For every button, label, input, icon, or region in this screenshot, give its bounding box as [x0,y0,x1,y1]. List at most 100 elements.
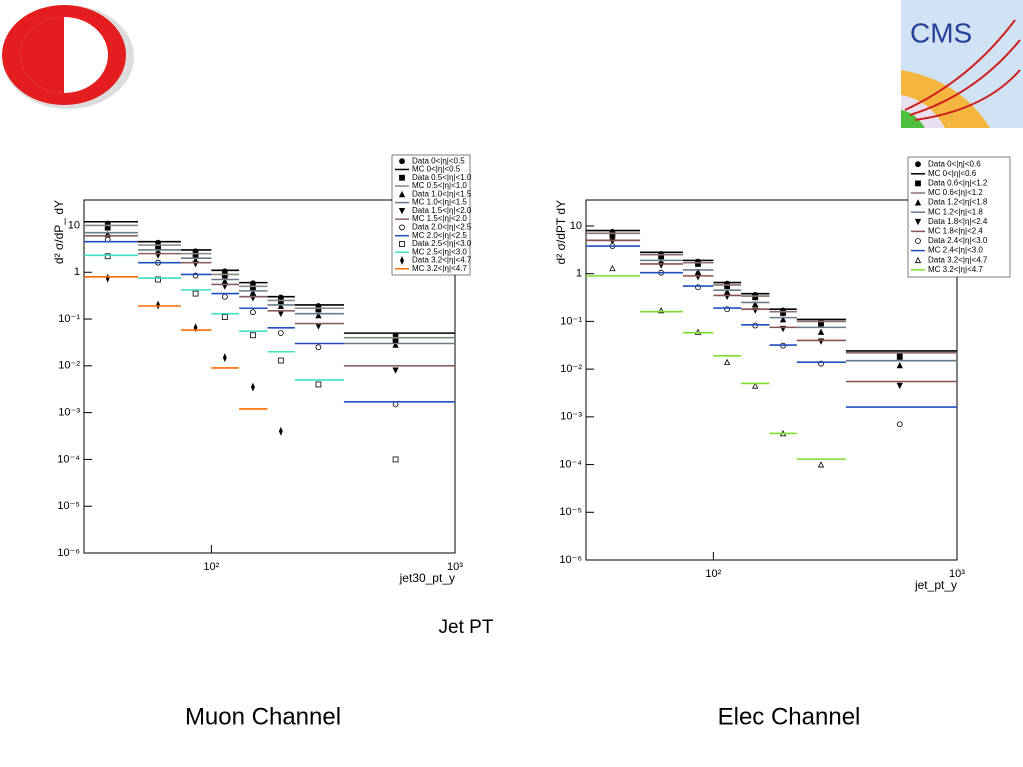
x-tick-label: 10² [203,561,219,573]
data-point [104,253,111,260]
data-point [105,273,110,283]
legend-label: Data 2.5<|η|<3.0 [412,239,472,248]
legend-swatch [398,207,406,215]
legend-label: Data 3.2<|η|<4.7 [928,255,988,264]
chart: 10⁻⁶ 10⁻⁵ 10⁻⁴ 10⁻³ 10⁻² 10⁻¹ 1 10 10² 10³jet_pt_… [554,156,1011,592]
y-tick-label: 10⁻⁴ [57,453,80,465]
y-tick-label: 10⁻¹ [560,315,582,327]
data-point [250,309,256,316]
y-tick-label: 10⁻² [560,363,582,375]
legend-label: MC 3.2<|η|<4.7 [928,265,983,274]
y-tick-label: 10⁻⁵ [559,506,582,518]
legend-label: Data 3.2<|η|<4.7 [412,256,472,265]
data-point [315,344,322,351]
legend-label: Data 0<|η|<0.6 [928,159,981,168]
data-point [277,310,284,318]
caption: Jet PT [439,617,494,638]
data-point [156,300,160,310]
legend-swatch [400,256,404,266]
data-point [278,426,283,436]
legend-label: MC 2.0<|η|<2.5 [412,231,467,240]
legend-label: MC 1.0<|η|<1.5 [412,198,467,207]
logo-text: CMS [910,17,972,48]
y-tick-label: 10 [570,220,582,232]
legend-swatch [914,199,922,206]
legend-box [907,156,1011,278]
y-tick-label: 10⁻¹ [58,313,80,325]
data-point [752,294,759,301]
x-axis-label: jet_pt_y [914,578,957,592]
y-tick-label: 1 [576,268,582,280]
x-tick-label: 10² [705,568,721,580]
data-point [249,289,257,296]
legend-label: MC 1.2<|η|<1.8 [928,207,983,216]
legend-label: Data 0.6<|η|<1.2 [928,179,988,188]
y-tick-label: 10 [68,219,80,231]
legend-label: Data 0<|η|<0.5 [412,156,465,165]
legend-label: MC 3.2<|η|<4.7 [412,264,467,273]
data-point [752,382,759,389]
data-point [780,310,786,316]
data-point [896,354,903,360]
data-point [817,461,825,468]
legend-swatch [399,158,405,165]
data-point [779,316,787,323]
data-point [250,382,255,392]
legend-label: MC 0<|η|<0.6 [928,169,977,178]
y-tick-label: 10⁻⁵ [57,500,80,512]
data-point [250,332,256,339]
legend-label: Data 2.4<|η|<3.0 [928,236,988,245]
panel-label: Elec Channel [718,703,861,730]
legend-swatch [914,218,922,226]
data-point [609,264,616,272]
legend-swatch [398,190,406,198]
plot-frame [83,199,456,554]
y-tick-label: 1 [74,266,80,278]
legend-swatch [915,161,921,168]
y-tick-label: 10⁻⁴ [559,458,582,470]
data-point [392,341,399,348]
data-point [752,300,759,308]
x-tick-label: 10³ [949,568,965,580]
legend-swatch [399,224,405,231]
data-point [277,302,284,309]
legend-label: MC 2.4<|η|<3.0 [928,246,983,255]
legend-label: MC 0.5<|η|<1.0 [412,181,467,190]
legend-label: Data 1.5<|η|<2.0 [412,206,472,215]
legend-swatch [914,256,922,264]
legend-label: MC 1.8<|η|<2.4 [928,227,983,236]
data-point [896,361,903,369]
legend-label: MC 2.5<|η|<3.0 [412,247,467,256]
y-axis-label: d² σ/dP_ dY [52,200,66,264]
y-tick-label: 10⁻³ [58,407,80,419]
chart: 10⁻⁶ 10⁻⁵ 10⁻⁴ 10⁻³ 10⁻² 10⁻¹ 1 10 10² 10³jet30_p… [52,154,472,585]
data-point [392,456,399,463]
legend-label: MC 0<|η|<0.5 [412,165,461,174]
data-point [221,293,228,300]
legend-box [391,154,471,276]
legend-label: MC 1.5<|η|<2.0 [412,214,467,223]
data-point [695,261,701,267]
legend-label: MC 0.6<|η|<1.2 [928,188,983,197]
data-point [277,330,284,337]
legend-swatch [915,238,921,244]
x-axis-label: jet30_pt_y [399,571,455,585]
data-point [155,276,161,283]
y-tick-label: 10⁻⁶ [559,554,582,566]
data-point [817,328,825,335]
legend-label: Data 1.0<|η|<1.5 [412,189,472,198]
data-point [222,353,227,363]
legend-swatch [399,174,405,181]
panel-label: Muon Channel [185,703,341,730]
cms-logo: CMS [901,0,1023,128]
data-point [315,381,322,388]
legend-label: Data 2.0<|η|<2.5 [412,223,472,232]
data-point [192,290,199,297]
y-tick-label: 10⁻² [58,360,80,372]
x-tick-label: 10³ [447,561,463,573]
data-point [315,323,322,330]
data-point [392,367,399,374]
data-point [277,357,284,364]
university-logo [2,5,134,109]
